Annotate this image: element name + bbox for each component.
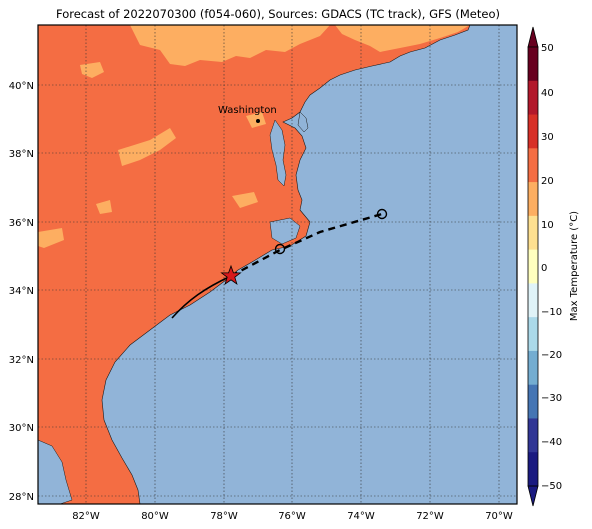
- colorbar-tick-label: 0: [541, 263, 547, 274]
- colorbar-segment: [528, 384, 538, 419]
- hot-patch-nc: [232, 192, 258, 208]
- colorbar-tick-label: 10: [541, 220, 554, 231]
- colorbar-segment: [528, 215, 538, 251]
- colorbar-tick-label: 50: [541, 43, 554, 54]
- lat-tick-label: 40°N: [9, 81, 34, 92]
- colorbar-tick-label: −30: [541, 393, 562, 404]
- colorbar-segment: [528, 317, 538, 352]
- hot-region-northeast: [335, 25, 470, 52]
- colorbar-tick-label: 40: [541, 88, 554, 99]
- lat-tick-labels: 40°N 38°N 36°N 34°N 32°N 30°N 28°N: [9, 81, 34, 503]
- forecast-position-marker: [274, 243, 286, 255]
- colorbar-segment: [528, 148, 538, 183]
- washington-point: [256, 119, 260, 123]
- pamlico-sound: [269, 217, 301, 245]
- colorbar-tick-label: 30: [541, 132, 554, 143]
- delaware-bay: [297, 111, 309, 133]
- colorbar-segment: [528, 350, 538, 386]
- map-area: Washington: [38, 25, 517, 504]
- colorbar-segment: [528, 452, 538, 487]
- lon-tick-label: 72°W: [416, 511, 444, 522]
- colorbar-segment: [528, 47, 538, 82]
- past-track-line: [171, 275, 232, 319]
- colorbar: [527, 26, 539, 507]
- lon-tick-label: 76°W: [278, 511, 306, 522]
- colorbar-tick-labels: 50 40 30 20 10 0 −10 −20 −30 −40 −50: [541, 43, 562, 492]
- forecast-position-marker: [376, 208, 388, 220]
- colorbar-segment: [528, 80, 538, 116]
- lon-tick-label: 82°W: [72, 511, 100, 522]
- colorbar-tick-label: −20: [541, 350, 562, 361]
- colorbar-segment: [528, 114, 538, 149]
- hot-patch-va-small: [96, 200, 112, 214]
- colorbar-min-arrow: [527, 485, 539, 507]
- hot-patch-dc: [246, 112, 266, 128]
- lat-tick-label: 36°N: [9, 218, 34, 229]
- hot-patch-va: [118, 128, 176, 166]
- colorbar-segment: [528, 418, 538, 453]
- washington-label: Washington: [218, 105, 277, 116]
- storm-position-star-icon: [220, 264, 242, 285]
- colorbar-tick-label: 20: [541, 176, 554, 187]
- colorbar-tick-label: −40: [541, 437, 562, 448]
- colorbar-frame: [527, 46, 539, 487]
- lon-tick-label: 80°W: [141, 511, 169, 522]
- lat-tick-label: 28°N: [9, 492, 34, 503]
- lat-tick-label: 34°N: [9, 286, 34, 297]
- lat-tick-label: 32°N: [9, 355, 34, 366]
- hot-region-north: [130, 25, 330, 66]
- lon-gridlines: [85, 25, 500, 504]
- colorbar-tick-label: −50: [541, 481, 562, 492]
- colorbar-max-arrow: [527, 26, 539, 48]
- forecast-track-line: [230, 212, 383, 278]
- colorbar-segment: [528, 249, 538, 284]
- lon-tick-label: 78°W: [210, 511, 238, 522]
- lat-tick-label: 30°N: [9, 423, 34, 434]
- lon-tick-labels: 82°W 80°W 78°W 76°W 74°W 72°W 70°W: [72, 511, 513, 522]
- colorbar-label: Max Temperature (°C): [569, 211, 580, 321]
- colorbar-segment: [528, 182, 538, 217]
- lon-tick-label: 74°W: [347, 511, 375, 522]
- figure-title: Forecast of 2022070300 (f054-060), Sourc…: [56, 7, 500, 21]
- lat-gridlines: [38, 84, 517, 497]
- lat-tick-label: 38°N: [9, 149, 34, 160]
- colorbar-segment: [528, 283, 538, 318]
- colorbar-tick-label: −10: [541, 307, 562, 318]
- hot-patch-west: [38, 228, 64, 248]
- map-frame: [37, 24, 518, 505]
- lon-tick-label: 70°W: [485, 511, 513, 522]
- chesapeake-bay: [269, 119, 287, 187]
- gulf-corner: [38, 439, 73, 504]
